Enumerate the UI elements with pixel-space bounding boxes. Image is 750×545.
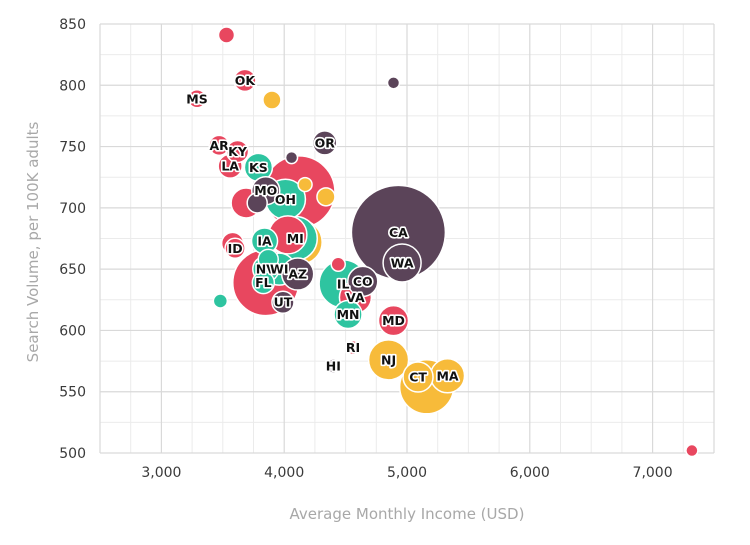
bubble-az[interactable] — [280, 257, 315, 291]
bubble-label-ky: KY — [228, 144, 248, 159]
x-axis-title: Average Monthly Income (USD) — [290, 505, 525, 523]
y-axis-title: Search Volume, per 100K adults — [24, 122, 42, 363]
bubble-ri[interactable] — [345, 339, 361, 356]
bubble-label-mi: MI — [287, 231, 304, 246]
x-tick-label: 4,000 — [264, 465, 304, 481]
bubble[interactable] — [284, 150, 299, 165]
bubble-md[interactable] — [377, 304, 410, 337]
bubble[interactable] — [262, 90, 282, 110]
bubble-label-ar: AR — [209, 138, 229, 153]
x-tick-label: 3,000 — [141, 465, 181, 481]
bubble-hi[interactable] — [325, 358, 342, 374]
bubble-ar[interactable] — [208, 134, 230, 157]
bubble-label-az: AZ — [288, 267, 307, 282]
bubble-label-nj: NJ — [381, 352, 396, 367]
y-tick-label: 600 — [59, 323, 86, 339]
y-tick-label: 500 — [59, 446, 86, 462]
y-tick-label: 800 — [59, 78, 86, 94]
bubble-label-il: IL — [337, 276, 350, 291]
y-tick-label: 850 — [59, 17, 86, 33]
bubble[interactable] — [316, 187, 336, 207]
bubble[interactable] — [685, 443, 699, 458]
bubble-label-ct: CT — [409, 370, 427, 385]
bubble-mn[interactable] — [333, 299, 363, 330]
bubble-label-ia: IA — [257, 233, 272, 248]
bubble-co[interactable] — [347, 265, 379, 298]
bubble-label-ok: OK — [235, 73, 257, 88]
bubble-label-mn: MN — [337, 307, 360, 322]
bubble-label-ut: UT — [274, 295, 293, 310]
bubble-label-wi: WI — [270, 262, 288, 277]
bubble-label-id: ID — [228, 241, 243, 256]
bubble[interactable] — [212, 293, 229, 309]
bubble[interactable] — [297, 176, 313, 193]
bubble-label-ks: KS — [249, 160, 268, 175]
bubble-label-nv: NV — [256, 262, 276, 277]
x-tick-label: 5,000 — [387, 465, 427, 481]
bubble-label-ca: CA — [389, 225, 408, 240]
bubble-label-ma: MA — [436, 368, 458, 383]
bubble-label-va: VA — [346, 290, 365, 305]
bubble-fl[interactable] — [251, 270, 276, 295]
x-tick-label: 7,000 — [633, 465, 673, 481]
bubble-label-fl: FL — [255, 275, 272, 290]
x-tick-label: 6,000 — [510, 465, 550, 481]
bubble-nj[interactable] — [367, 339, 410, 381]
bubble[interactable] — [386, 76, 401, 90]
bubble-label-oh: OH — [275, 192, 296, 207]
y-tick-label: 750 — [59, 140, 86, 156]
bubble-label-ri: RI — [346, 340, 360, 355]
y-tick-label: 550 — [59, 385, 86, 401]
bubble[interactable] — [217, 26, 236, 44]
bubble-layer — [187, 26, 699, 458]
bubble-id[interactable] — [224, 237, 246, 260]
bubble-label-la: LA — [221, 159, 239, 174]
y-tick-label: 650 — [59, 262, 86, 278]
bubble-label-or: OR — [315, 135, 336, 150]
bubble-wa[interactable] — [382, 243, 422, 283]
bubble-label-co: CO — [353, 274, 373, 289]
bubble-ok[interactable] — [233, 68, 257, 93]
bubble-label-wa: WA — [391, 256, 414, 271]
tick-layer: 3,000 4,000 5,000 6,000 7,000 500 550 600 650 700… — [59, 17, 672, 481]
bubble[interactable] — [246, 192, 268, 214]
bubble-ct[interactable] — [402, 361, 434, 393]
bubble-ut[interactable] — [271, 290, 295, 314]
bubble-label-mo: MO — [254, 183, 277, 198]
bubble-ms[interactable] — [187, 89, 207, 109]
bubble-label-hi: HI — [326, 358, 341, 373]
y-tick-label: 700 — [59, 201, 86, 217]
bubble[interactable] — [257, 248, 279, 271]
bubble-or[interactable] — [311, 130, 338, 156]
bubble[interactable] — [330, 256, 346, 272]
bubble-label-md: MD — [382, 313, 405, 328]
bubble-label-ms: MS — [186, 91, 207, 106]
